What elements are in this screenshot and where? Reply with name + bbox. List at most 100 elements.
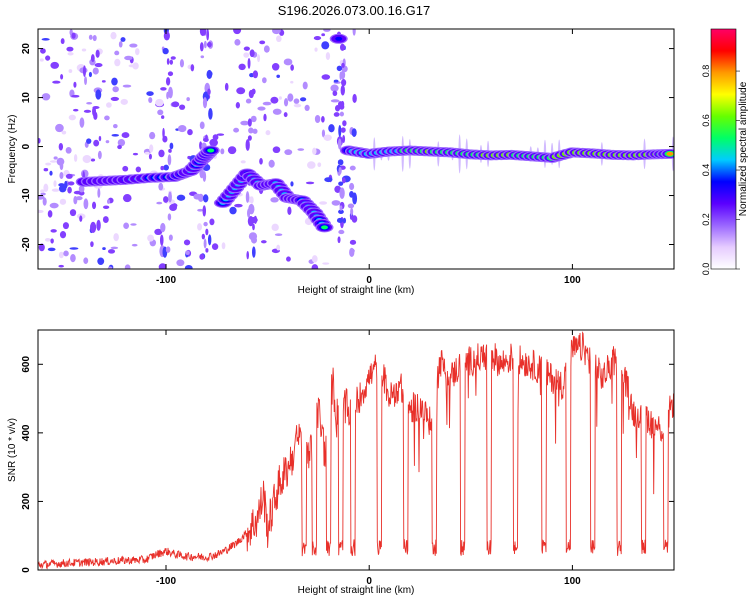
colorbar-tick-label: 0.2 bbox=[701, 213, 711, 226]
noise-speckle bbox=[122, 165, 129, 172]
noise-speckle bbox=[262, 77, 267, 84]
noise-speckle bbox=[186, 97, 190, 102]
noise-streak bbox=[157, 109, 164, 116]
noise-speckle bbox=[337, 159, 344, 166]
noise-speckle bbox=[122, 84, 132, 88]
noise-speckle bbox=[321, 74, 331, 80]
noise-speckle bbox=[290, 181, 294, 187]
noise-streak bbox=[251, 236, 258, 244]
noise-speckle bbox=[40, 192, 46, 196]
noise-speckle bbox=[59, 231, 67, 239]
noise-speckle bbox=[321, 33, 326, 37]
noise-speckle bbox=[114, 58, 121, 67]
noise-speckle bbox=[95, 49, 100, 58]
noise-speckle bbox=[101, 80, 106, 83]
noise-speckle bbox=[304, 104, 310, 112]
noise-speckle bbox=[290, 64, 294, 71]
noise-streak bbox=[166, 58, 170, 65]
noise-streak bbox=[201, 233, 206, 240]
noise-speckle bbox=[102, 205, 110, 209]
noise-speckle bbox=[38, 195, 45, 200]
noise-streak bbox=[92, 34, 97, 42]
noise-speckle bbox=[260, 240, 267, 244]
noise-speckle bbox=[263, 45, 270, 53]
noise-streak bbox=[78, 185, 85, 193]
noise-speckle bbox=[110, 246, 119, 250]
ridge-blob bbox=[207, 148, 215, 153]
noise-speckle bbox=[132, 62, 139, 70]
noise-streak bbox=[338, 209, 344, 215]
noise-speckle bbox=[233, 29, 242, 35]
snr-axes: -100 0 100 0 200 400 600 bbox=[21, 330, 674, 587]
noise-speckle bbox=[293, 103, 302, 108]
noise-speckle bbox=[52, 80, 61, 84]
noise-speckle bbox=[176, 259, 185, 267]
noise-streak bbox=[169, 59, 174, 65]
noise-speckle bbox=[243, 46, 250, 51]
noise-speckle bbox=[158, 263, 167, 269]
noise-speckle bbox=[131, 243, 138, 247]
noise-speckle bbox=[144, 151, 150, 155]
noise-speckle bbox=[240, 160, 246, 164]
noise-speckle bbox=[276, 74, 281, 78]
noise-speckle bbox=[272, 29, 281, 35]
noise-speckle bbox=[38, 209, 44, 214]
noise-speckle bbox=[53, 180, 57, 188]
noise-speckle bbox=[49, 170, 53, 176]
noise-streak bbox=[92, 201, 97, 210]
noise-streak bbox=[341, 177, 346, 184]
noise-speckle bbox=[41, 93, 51, 101]
snr-plot-area bbox=[38, 330, 674, 570]
noise-streak bbox=[83, 257, 89, 264]
noise-speckle bbox=[88, 34, 93, 40]
noise-streak bbox=[336, 65, 343, 72]
noise-speckle bbox=[65, 147, 72, 154]
ridge-blob bbox=[666, 151, 674, 156]
noise-streak bbox=[163, 196, 169, 203]
noise-speckle bbox=[45, 55, 51, 61]
snr-y-tick-label: 200 bbox=[21, 493, 32, 510]
noise-speckle bbox=[69, 209, 77, 217]
noise-speckle bbox=[257, 54, 261, 63]
noise-streak bbox=[340, 84, 345, 96]
noise-streak bbox=[342, 217, 347, 224]
noise-streak bbox=[351, 128, 357, 137]
noise-streak bbox=[90, 221, 97, 233]
noise-speckle bbox=[203, 221, 208, 227]
noise-speckle bbox=[50, 61, 60, 69]
noise-speckle bbox=[66, 46, 74, 52]
noise-streak bbox=[205, 228, 209, 236]
noise-speckle bbox=[179, 59, 184, 68]
noise-streak bbox=[167, 213, 172, 221]
noise-streak bbox=[199, 121, 205, 130]
noise-speckle bbox=[59, 198, 67, 205]
noise-speckle bbox=[149, 144, 154, 153]
noise-speckle bbox=[234, 38, 241, 46]
noise-streak bbox=[349, 239, 357, 245]
noise-speckle bbox=[69, 247, 79, 250]
noise-streak bbox=[206, 29, 210, 41]
noise-speckle bbox=[38, 137, 41, 144]
noise-streak bbox=[347, 203, 355, 209]
noise-speckle bbox=[259, 40, 266, 45]
noise-streak bbox=[338, 166, 342, 175]
spectrogram-y-label: Frequency (Hz) bbox=[7, 115, 18, 184]
noise-speckle bbox=[307, 161, 316, 169]
noise-streak bbox=[97, 150, 102, 160]
noise-streak bbox=[339, 187, 345, 199]
noise-speckle bbox=[67, 52, 74, 56]
colorbar-tick-label: 0.0 bbox=[701, 263, 711, 276]
spectrogram-ridge bbox=[75, 33, 674, 233]
noise-streak bbox=[205, 134, 208, 140]
noise-speckle bbox=[238, 63, 246, 71]
noise-streak bbox=[338, 125, 342, 137]
noise-speckle bbox=[170, 56, 176, 60]
noise-speckle bbox=[268, 159, 275, 168]
noise-speckle bbox=[330, 99, 340, 103]
noise-speckle bbox=[68, 69, 73, 73]
noise-speckle bbox=[184, 265, 193, 269]
noise-speckle bbox=[271, 223, 279, 232]
noise-speckle bbox=[59, 172, 64, 179]
